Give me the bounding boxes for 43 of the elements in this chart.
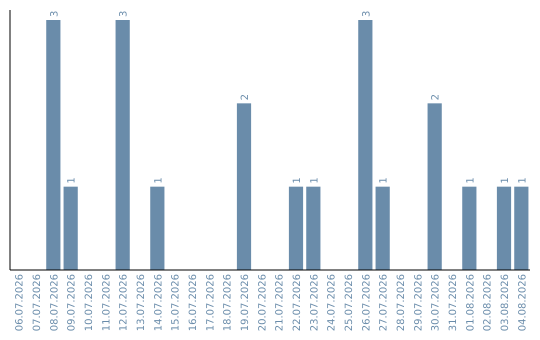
x-tick-label: 31.07.2026 [448,274,459,332]
x-tick-label: 14.07.2026 [153,274,164,332]
data-label: 1 [66,177,78,184]
x-tick-label: 03.08.2026 [500,274,511,332]
data-label: 1 [309,177,320,184]
x-tick-label: 12.07.2026 [118,274,130,332]
x-tick-label: 10.07.2026 [84,274,95,332]
x-tick-label: 11.07.2026 [101,274,112,332]
x-tick-label: 09.07.2026 [66,274,78,332]
data-label: 2 [240,94,251,100]
x-tick-label: 28.07.2026 [396,274,407,332]
data-label: 2 [430,94,442,100]
x-tick-label: 24.07.2026 [326,274,338,332]
x-tick-label: 04.08.2026 [517,274,528,332]
x-tick-label: 08.07.2026 [49,274,60,332]
data-label: 1 [500,177,511,184]
data-label: 3 [361,10,372,17]
x-tick-label: 15.07.2026 [170,274,182,332]
x-tick-label: 18.07.2026 [222,274,234,332]
x-tick-label: 27.07.2026 [378,274,390,332]
x-tick-label: 23.07.2026 [309,274,320,332]
data-label: 1 [517,177,528,184]
x-tick-label: 20.07.2026 [257,274,268,332]
data-label: 1 [153,177,164,184]
x-tick-label: 19.07.2026 [240,274,251,332]
x-tick-label: 30.07.2026 [430,274,442,332]
x-tick-label: 29.07.2026 [413,274,424,332]
data-label: 1 [378,177,390,184]
x-tick-label: 17.07.2026 [205,274,216,332]
x-tick-label: 16.07.2026 [188,274,199,332]
x-tick-label: 07.07.2026 [32,274,43,332]
x-tick-label: 13.07.2026 [136,274,147,332]
x-tick-label: 06.07.2026 [14,274,26,332]
data-label: 3 [49,10,60,17]
data-label: 1 [292,177,303,184]
x-tick-label: 22.07.2026 [292,274,303,332]
x-tick-label: 01.08.2026 [465,274,476,332]
data-label: 1 [465,177,476,184]
x-tick-label: 02.08.2026 [482,274,494,332]
data-label: 3 [118,10,130,17]
x-tick-label: 21.07.2026 [274,274,286,332]
x-tick-label: 26.07.2026 [361,274,372,332]
x-tick-label: 25.07.2026 [344,274,355,332]
